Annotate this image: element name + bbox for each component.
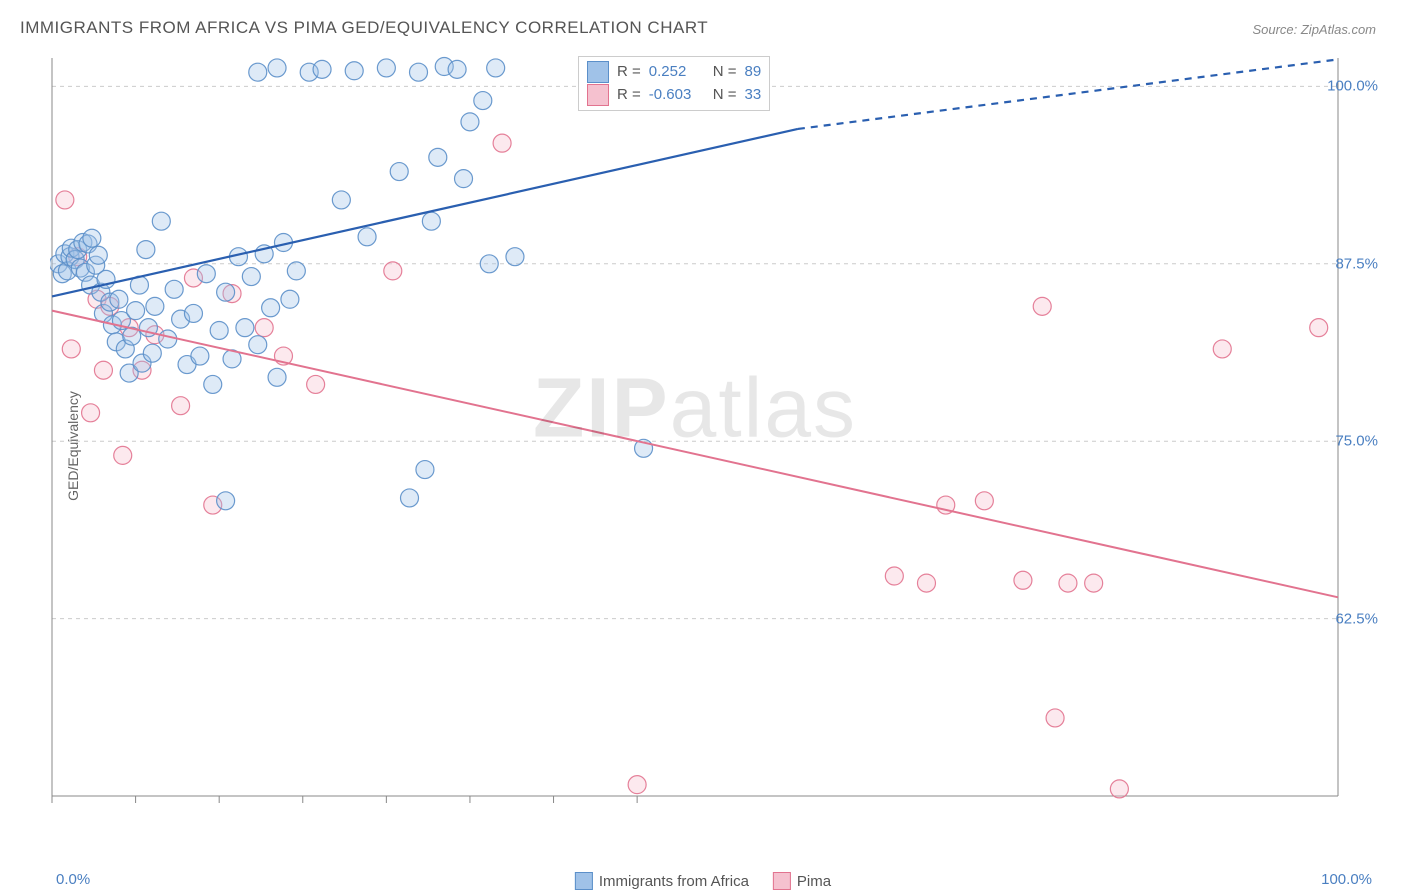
series-legend: Immigrants from Africa Pima: [575, 872, 831, 890]
legend-item-a: Immigrants from Africa: [575, 872, 749, 890]
r-label: R =: [617, 61, 641, 84]
swatch-b-icon: [773, 872, 791, 890]
swatch-a-icon: [575, 872, 593, 890]
n-value-b: 33: [745, 84, 762, 107]
n-label: N =: [713, 84, 737, 107]
y-tick-label: 100.0%: [1327, 78, 1378, 95]
source-credit: Source: ZipAtlas.com: [1252, 22, 1376, 37]
y-tick-label: 75.0%: [1335, 433, 1378, 450]
chart-plot-area: ZIPatlas: [50, 54, 1340, 824]
r-value-a: 0.252: [649, 61, 705, 84]
y-tick-label: 62.5%: [1335, 610, 1378, 627]
chart-title: IMMIGRANTS FROM AFRICA VS PIMA GED/EQUIV…: [20, 18, 708, 38]
legend-item-b: Pima: [773, 872, 831, 890]
swatch-series-a: [587, 61, 609, 83]
x-axis-min-label: 0.0%: [56, 871, 90, 888]
n-value-a: 89: [745, 61, 762, 84]
legend-label-a: Immigrants from Africa: [599, 873, 749, 890]
legend-label-b: Pima: [797, 873, 831, 890]
r-label: R =: [617, 84, 641, 107]
r-value-b: -0.603: [649, 84, 705, 107]
y-tick-label: 87.5%: [1335, 255, 1378, 272]
legend-row-series-b: R = -0.603 N = 33: [587, 84, 761, 107]
scatter-chart-svg: [50, 54, 1340, 824]
swatch-series-b: [587, 84, 609, 106]
legend-row-series-a: R = 0.252 N = 89: [587, 61, 761, 84]
x-axis-max-label: 100.0%: [1321, 871, 1372, 888]
correlation-legend: R = 0.252 N = 89 R = -0.603 N = 33: [578, 56, 770, 111]
n-label: N =: [713, 61, 737, 84]
